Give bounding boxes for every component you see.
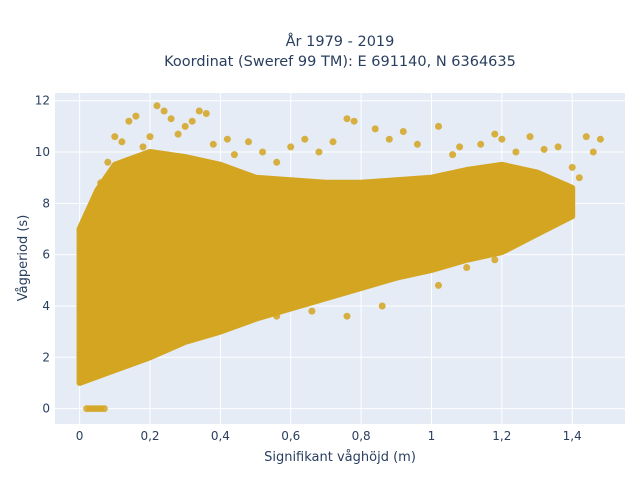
- dense-scatter-cloud: [76, 149, 576, 386]
- data-point: [413, 140, 421, 148]
- x-tick-label: 1,4: [563, 429, 582, 443]
- x-axis-title: Signifikant våghöjd (m): [264, 450, 416, 465]
- data-point: [195, 107, 203, 115]
- y-tick-label: 12: [35, 94, 50, 108]
- data-point: [435, 281, 442, 289]
- x-tick-label: 1: [428, 429, 436, 443]
- data-point: [435, 122, 442, 130]
- data-point: [512, 148, 520, 156]
- data-point: [329, 138, 337, 146]
- data-point: [568, 163, 576, 171]
- data-point: [97, 179, 105, 187]
- data-point: [554, 143, 562, 151]
- chart-title: År 1979 - 2019: [286, 33, 395, 50]
- y-tick-label: 0: [42, 402, 50, 416]
- x-tick-labels: 0 0,2 0,4 0,6 0,8 1 1,2 1,4: [76, 429, 582, 443]
- data-point: [350, 117, 358, 125]
- data-point: [146, 133, 154, 141]
- data-point: [139, 143, 147, 151]
- data-point: [174, 130, 182, 138]
- data-point: [582, 133, 590, 141]
- data-point: [100, 405, 108, 413]
- data-point: [273, 158, 281, 166]
- x-tick-label: 1,2: [492, 429, 511, 443]
- y-axis-title: Vågperiod (s): [16, 215, 31, 302]
- data-point: [202, 110, 210, 117]
- data-point: [315, 148, 323, 156]
- data-point: [104, 158, 112, 166]
- x-tick-label: 0,6: [281, 429, 300, 443]
- y-tick-label: 6: [42, 248, 50, 262]
- y-tick-label: 10: [35, 145, 50, 159]
- data-point: [188, 117, 196, 125]
- x-tick-label: 0,2: [140, 429, 159, 443]
- y-tick-labels: 0 2 4 6 8 10 12: [35, 94, 50, 416]
- data-point: [589, 148, 597, 156]
- data-point: [209, 140, 217, 148]
- data-point: [167, 115, 175, 123]
- data-point: [498, 135, 506, 143]
- data-point: [575, 174, 583, 182]
- data-point: [399, 128, 407, 135]
- dense-point-region: [76, 149, 576, 386]
- data-point: [491, 256, 499, 264]
- data-point: [301, 135, 309, 143]
- data-point: [512, 238, 520, 246]
- data-point: [111, 133, 119, 141]
- data-point: [449, 151, 457, 159]
- data-point: [308, 307, 316, 315]
- data-point: [491, 130, 499, 138]
- data-point: [463, 264, 471, 271]
- data-point: [561, 181, 569, 189]
- chart-subtitle: Koordinat (Sweref 99 TM): E 691140, N 63…: [164, 54, 516, 70]
- y-tick-label: 4: [42, 299, 50, 313]
- data-point: [153, 102, 161, 110]
- data-point: [385, 135, 393, 143]
- data-point: [79, 230, 87, 238]
- data-point: [596, 135, 604, 143]
- x-tick-label: 0,8: [352, 429, 371, 443]
- data-point: [540, 145, 548, 153]
- data-point: [456, 143, 464, 151]
- y-tick-label: 2: [42, 350, 50, 364]
- data-point: [343, 115, 351, 123]
- x-tick-label: 0: [76, 429, 84, 443]
- data-point: [526, 133, 534, 141]
- data-points: [79, 102, 604, 413]
- data-point: [245, 138, 252, 146]
- data-point: [181, 122, 189, 130]
- data-point: [230, 151, 238, 159]
- x-tick-label: 0,4: [211, 429, 230, 443]
- data-point: [118, 138, 126, 146]
- data-point: [287, 143, 295, 151]
- data-point: [125, 117, 133, 125]
- data-point: [160, 107, 168, 115]
- data-point: [371, 125, 379, 133]
- data-point: [343, 312, 351, 320]
- data-point: [132, 112, 140, 120]
- data-point: [378, 302, 386, 310]
- data-point: [273, 312, 281, 320]
- data-point: [477, 140, 485, 148]
- data-point: [259, 148, 267, 156]
- data-point: [223, 135, 231, 143]
- y-tick-label: 8: [42, 196, 50, 210]
